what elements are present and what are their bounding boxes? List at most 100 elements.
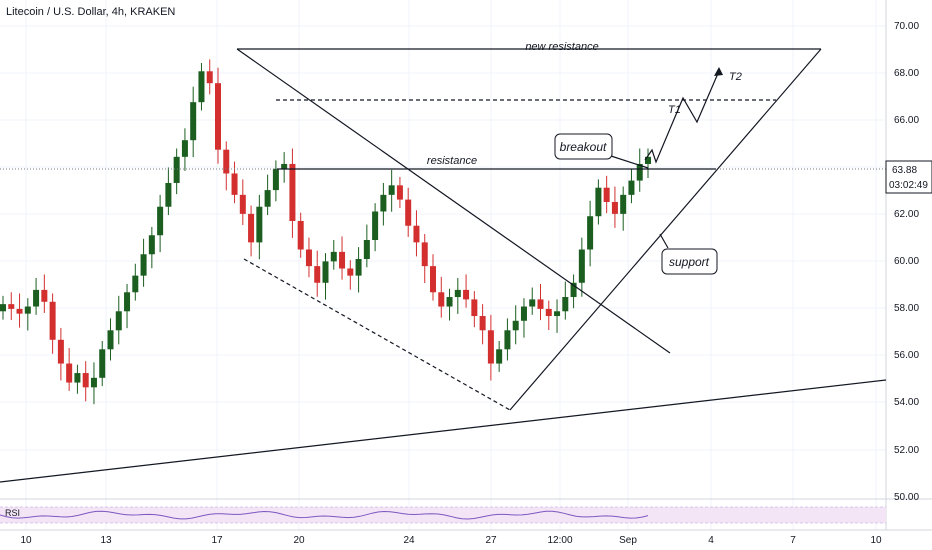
support-line[interactable]: [509, 48, 822, 411]
candle-up: [554, 311, 561, 317]
rsi-label: RSI: [5, 508, 20, 518]
time-tick: 17: [211, 535, 223, 546]
candle-down: [57, 339, 64, 364]
candle-down: [297, 220, 304, 250]
long-term-trendline[interactable]: [0, 379, 887, 483]
time-tick: 7: [790, 535, 796, 546]
time-tick: 10: [20, 535, 32, 546]
current-price: 63.88: [892, 165, 917, 176]
candle-up: [645, 156, 651, 164]
candle-up: [165, 182, 172, 207]
breakout-label: breakout: [560, 140, 607, 154]
candle-up: [99, 349, 106, 378]
candle-down: [206, 71, 213, 84]
price-tick: 58.00: [894, 303, 919, 314]
time-tick: 4: [708, 535, 714, 546]
candle-up: [363, 239, 370, 260]
candle-down: [16, 308, 23, 314]
time-tick: 12:00: [547, 535, 572, 546]
price-axis[interactable]: 70.00 68.00 66.00 62.00 60.00 58.00 56.0…: [894, 21, 919, 503]
candle-up: [520, 306, 527, 321]
current-price-tag: 63.88 03:02:49: [885, 160, 932, 194]
candle-up: [115, 311, 122, 331]
t2-label: T2: [729, 71, 742, 83]
price-tick: 62.00: [894, 209, 919, 220]
candle-down: [314, 266, 321, 283]
candle-down: [487, 330, 494, 364]
price-tick: 52.00: [894, 445, 919, 456]
candle-down: [248, 213, 255, 243]
time-tick: 10: [870, 535, 882, 546]
candle-up: [454, 289, 461, 298]
candle-up: [190, 102, 197, 141]
channel-lower-line[interactable]: [243, 258, 511, 411]
candle-up: [562, 297, 569, 312]
candle-down: [603, 187, 610, 202]
drawings[interactable]: [0, 48, 887, 483]
rsi-panel[interactable]: RSI: [0, 506, 886, 524]
candle-up: [124, 292, 131, 312]
candle-up: [256, 206, 263, 243]
chart-title: Litecoin / U.S. Dollar, 4h, KRAKEN: [6, 6, 176, 18]
candle-up: [330, 251, 337, 262]
candle-up: [570, 282, 577, 298]
time-tick: 13: [100, 535, 112, 546]
candle-down: [82, 373, 89, 388]
resistance-label: resistance: [427, 155, 477, 167]
candle-down: [396, 185, 403, 200]
candle-down: [438, 292, 445, 307]
candle-up: [173, 156, 180, 183]
candle-up: [181, 140, 188, 157]
candle-up: [24, 306, 31, 314]
support-label: support: [669, 255, 710, 269]
candle-down: [339, 251, 346, 269]
candle-down: [537, 299, 544, 309]
candle-down: [305, 249, 312, 267]
time-tick: Sep: [619, 535, 637, 546]
projection-arrowhead: [714, 67, 723, 76]
candle-down: [471, 299, 478, 317]
breakout-pointer: [610, 155, 649, 169]
candle-up: [281, 163, 288, 169]
breakout-callout[interactable]: breakout: [554, 133, 613, 160]
candle-up: [74, 373, 81, 383]
candle-up: [380, 194, 387, 212]
candle-down: [405, 199, 412, 226]
price-tick: 56.00: [894, 350, 919, 361]
time-tick: 27: [485, 535, 497, 546]
candle-down: [347, 268, 354, 276]
descending-resistance-line[interactable]: [236, 48, 671, 354]
candle-up: [620, 194, 627, 214]
candle-up: [388, 185, 395, 195]
candle-countdown: 03:02:49: [889, 180, 928, 191]
candle-up: [0, 304, 6, 312]
time-tick: 20: [293, 535, 305, 546]
candle-down: [479, 316, 486, 331]
candle-down: [611, 201, 618, 214]
candle-down: [8, 304, 15, 309]
projection-path[interactable]: [644, 70, 720, 164]
time-axis[interactable]: 10 13 17 20 24 27 12:00 Sep 4 7 10: [20, 535, 882, 546]
price-tick: 54.00: [894, 397, 919, 408]
price-tick: 70.00: [894, 21, 919, 32]
support-callout[interactable]: support: [661, 248, 718, 275]
candle-down: [66, 363, 73, 383]
support-pointer: [659, 233, 669, 249]
price-tick: 60.00: [894, 256, 919, 267]
price-tick: 68.00: [894, 68, 919, 79]
candle-up: [595, 187, 602, 217]
rsi-line: [0, 510, 649, 520]
candle-down: [421, 242, 428, 267]
candle-up: [272, 168, 279, 191]
price-tick: 66.00: [894, 115, 919, 126]
time-tick: 24: [403, 535, 415, 546]
candle-down: [239, 194, 246, 214]
candle-up: [140, 254, 147, 276]
candle-up: [504, 330, 511, 350]
candle-up: [264, 190, 271, 207]
candle-down: [49, 301, 56, 340]
candles: [0, 59, 651, 405]
candle-up: [628, 180, 635, 195]
candle-up: [529, 299, 536, 307]
